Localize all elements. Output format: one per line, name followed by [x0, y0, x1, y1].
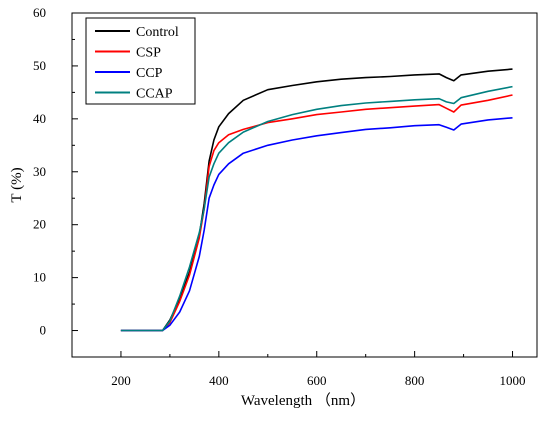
series-line-ccap [120, 85, 513, 332]
y-tick-label: 0 [40, 323, 47, 338]
y-tick-label: 10 [33, 270, 46, 285]
legend-box [85, 17, 196, 105]
x-tick-label: 800 [405, 373, 425, 388]
plot-frame [71, 12, 538, 358]
y-tick-label: 60 [33, 5, 46, 20]
y-axis: 0 10 20 30 40 50 60 [33, 5, 78, 338]
x-tick-label: 1000 [500, 373, 526, 388]
legend-label-ccp: CCP [136, 66, 163, 81]
x-axis-title: Wavelength （nm） [241, 392, 365, 409]
legend-label-ccap: CCAP [136, 87, 173, 102]
y-tick-label: 20 [33, 217, 46, 232]
y-tick-label: 30 [33, 164, 46, 179]
x-tick-label: 400 [209, 373, 229, 388]
legend-label-csp: CSP [136, 46, 161, 61]
series-line-ccp [120, 117, 513, 332]
legend: Control CSP CCP CCAP [85, 17, 196, 105]
x-tick-label: 200 [111, 373, 131, 388]
series-line-control [120, 68, 513, 332]
y-tick-label: 50 [33, 58, 46, 73]
y-tick-label: 40 [33, 111, 46, 126]
y-axis-title: T (%) [9, 167, 25, 202]
legend-label-control: Control [136, 25, 179, 40]
x-tick-label: 600 [307, 373, 327, 388]
series-lines [120, 68, 513, 332]
x-axis: 200 400 600 800 1000 [71, 351, 526, 388]
series-line-csp [120, 94, 513, 332]
